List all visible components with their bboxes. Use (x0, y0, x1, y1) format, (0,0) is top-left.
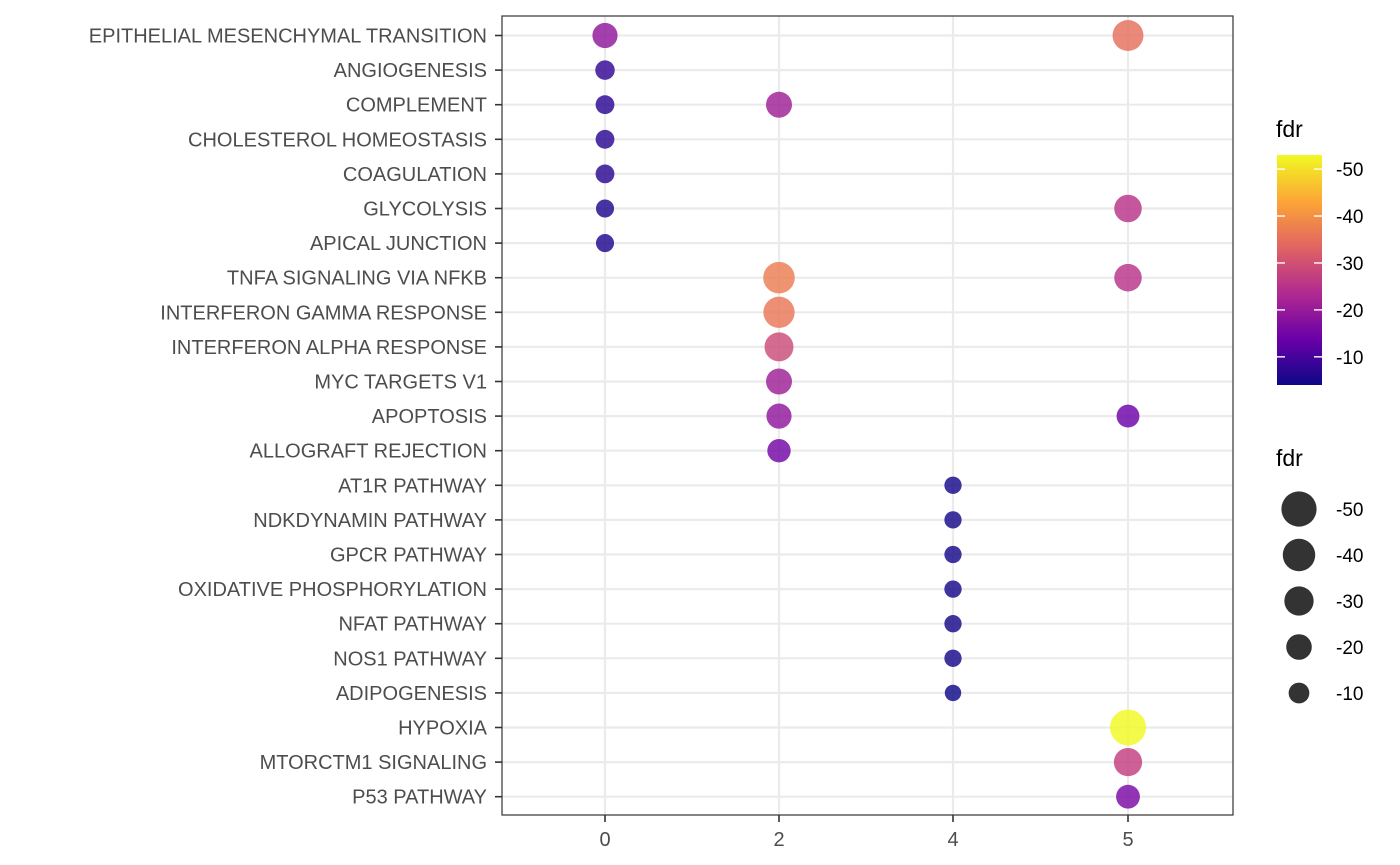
color-legend-label: -20 (1336, 301, 1363, 322)
color-legend-label: -50 (1336, 160, 1363, 181)
y-label-apoptosis: APOPTOSIS (372, 406, 487, 428)
point-coagulation-x0 (595, 164, 615, 184)
point-p53-pathway-x5 (1116, 784, 1140, 809)
point-glycolysis-x5 (1114, 194, 1142, 223)
color-legend-label: -40 (1336, 207, 1363, 228)
size-legend-title: fdr (1276, 445, 1303, 471)
color-legend: fdr -50 -40 -30 -20 -10 (1276, 116, 1363, 385)
x-tick-label-0: 0 (599, 829, 610, 851)
point-interferon-gamma-response-x2 (763, 296, 795, 328)
point-tnfa-signaling-via-nfkb-x5 (1114, 263, 1142, 292)
y-label-coagulation: COAGULATION (343, 164, 487, 186)
size-legend: fdr -50 -40 -30 -20 -10 (1276, 445, 1363, 705)
point-complement-x0 (595, 95, 615, 115)
size-legend-label: -10 (1336, 684, 1363, 705)
y-label-at1r-pathway: AT1R PATHWAY (338, 475, 487, 497)
y-label-interferon-alpha-response: INTERFERON ALPHA RESPONSE (171, 337, 487, 359)
y-label-myc-targets-v1: MYC TARGETS V1 (314, 372, 487, 394)
grid-lines (502, 16, 1233, 815)
point-epithelial-mesenchymal-transition-x0 (592, 22, 618, 49)
point-apoptosis-x2 (766, 403, 792, 429)
color-legend-label: -30 (1336, 254, 1363, 275)
point-ndkdynamin-pathway-x4 (944, 511, 962, 529)
x-tick-label-4: 4 (947, 829, 958, 851)
size-legend-key (1282, 538, 1316, 572)
point-glycolysis-x0 (595, 199, 615, 218)
size-legend-key (1288, 682, 1310, 704)
y-label-tnfa-signaling-via-nfkb: TNFA SIGNALING VIA NFKB (227, 268, 487, 290)
point-cholesterol-homeostasis-x0 (595, 129, 615, 149)
point-complement-x2 (766, 91, 792, 118)
point-myc-targets-v1-x2 (766, 368, 792, 395)
size-legend-key (1286, 634, 1312, 660)
y-label-nfat-pathway: NFAT PATHWAY (338, 614, 487, 636)
size-legend-key (1284, 586, 1314, 616)
size-legend-label: -50 (1336, 500, 1363, 521)
y-label-adipogenesis: ADIPOGENESIS (336, 683, 487, 705)
color-legend-bar (1277, 155, 1322, 385)
color-legend-label: -10 (1336, 348, 1363, 369)
size-legend-label: -40 (1336, 546, 1363, 567)
point-mtorctm1-signaling-x5 (1113, 747, 1143, 777)
y-label-nos1-pathway: NOS1 PATHWAY (333, 648, 487, 670)
point-adipogenesis-x4 (944, 684, 962, 702)
y-label-glycolysis: GLYCOLYSIS (363, 199, 487, 221)
y-label-interferon-gamma-response: INTERFERON GAMMA RESPONSE (160, 302, 487, 324)
y-label-allograft-rejection: ALLOGRAFT REJECTION (250, 441, 487, 463)
data-points (592, 20, 1146, 809)
x-tick-label-5: 5 (1122, 829, 1133, 851)
y-label-gpcr-pathway: GPCR PATHWAY (330, 545, 487, 567)
y-label-cholesterol-homeostasis: CHOLESTEROL HOMEOSTASIS (188, 129, 487, 151)
y-label-complement: COMPLEMENT (346, 95, 487, 117)
y-label-angiogenesis: ANGIOGENESIS (334, 60, 487, 82)
y-label-p53-pathway: P53 PATHWAY (352, 787, 487, 809)
point-allograft-rejection-x2 (767, 439, 791, 463)
y-label-oxidative-phosphorylation: OXIDATIVE PHOSPHORYLATION (178, 579, 487, 601)
size-legend-key (1281, 491, 1317, 527)
y-label-epithelial-mesenchymal-transition: EPITHELIAL MESENCHYMAL TRANSITION (89, 26, 487, 48)
color-legend-title: fdr (1276, 116, 1303, 142)
point-tnfa-signaling-via-nfkb-x2 (763, 261, 795, 294)
point-at1r-pathway-x4 (944, 476, 962, 494)
point-gpcr-pathway-x4 (944, 545, 962, 564)
point-hypoxia-x5 (1110, 709, 1146, 746)
point-epithelial-mesenchymal-transition-x5 (1112, 20, 1144, 51)
size-legend-label: -30 (1336, 592, 1363, 613)
point-apical-junction-x0 (595, 234, 615, 253)
y-axis-labels: EPITHELIAL MESENCHYMAL TRANSITION ANGIOGE… (89, 26, 502, 809)
y-label-hypoxia: HYPOXIA (398, 718, 488, 740)
size-legend-label: -20 (1336, 638, 1363, 659)
y-label-apical-junction: APICAL JUNCTION (310, 233, 487, 255)
x-axis-ticks: 0 2 4 5 (599, 815, 1134, 851)
y-label-ndkdynamin-pathway: NDKDYNAMIN PATHWAY (253, 510, 487, 532)
point-oxidative-phosphorylation-x4 (944, 580, 962, 598)
point-nfat-pathway-x4 (944, 615, 962, 633)
point-nos1-pathway-x4 (944, 649, 962, 667)
point-angiogenesis-x0 (595, 60, 615, 80)
point-apoptosis-x5 (1116, 404, 1140, 428)
point-interferon-alpha-response-x2 (764, 332, 794, 362)
y-label-mtorctm1-signaling: MTORCTM1 SIGNALING (260, 752, 487, 774)
x-tick-label-2: 2 (773, 829, 784, 851)
